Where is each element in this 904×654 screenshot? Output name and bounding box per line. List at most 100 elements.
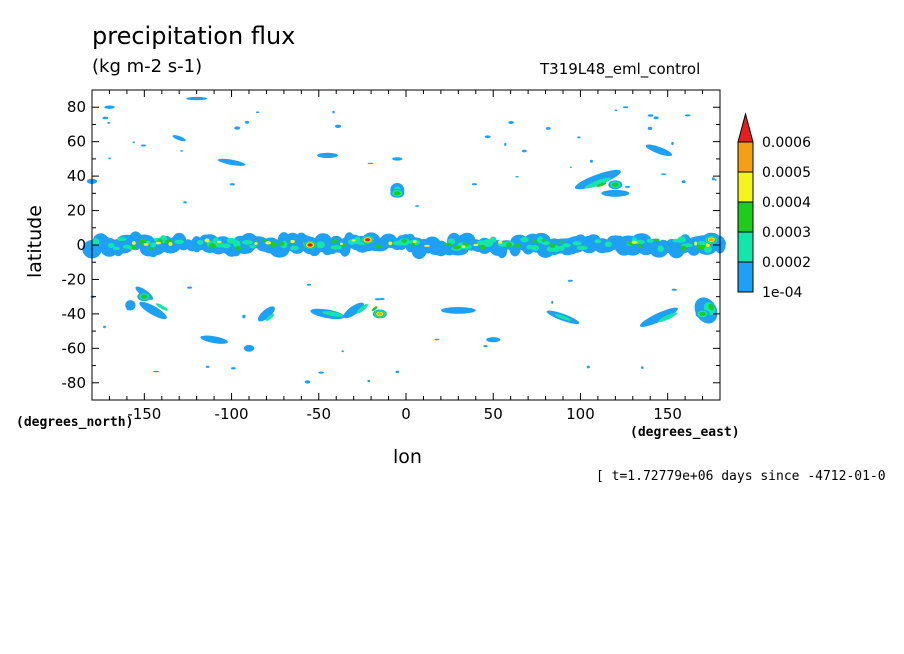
colorbar-extend-max [737,112,754,143]
precip-speck [622,106,629,109]
itcz-cell [461,245,466,249]
precip-speck [126,307,130,311]
storm-band [217,158,246,166]
precip-speck [681,180,686,184]
itcz-cell [520,236,529,243]
precip-speck [107,122,111,124]
itcz-cell [241,240,253,245]
itcz-cell [132,241,136,245]
peak-west-pacific [708,238,714,242]
precip-speck [334,124,342,128]
itcz-cell [374,244,382,249]
storm-band [658,312,678,323]
precip-speck [647,114,654,117]
itcz-cell [168,242,173,246]
precip-speck [108,157,112,160]
storm-band [343,302,364,319]
x-tick-label: -100 [215,405,249,423]
storm-band [172,135,186,142]
y-tick-label: 40 [67,167,86,185]
sh-storm-south-pacific [141,294,148,299]
precip-speck [577,136,581,139]
itcz-cell [452,245,461,250]
precip-speck [153,370,160,373]
precip-speck [102,116,109,120]
itcz-cell [209,243,216,249]
precip-speck [586,365,590,369]
itcz-cell [572,241,582,246]
precip-speck [484,135,491,139]
x-tick-label: -50 [307,405,332,423]
itcz-cell [505,242,512,248]
storm-band [243,344,255,352]
y-axis-unit: (degrees_north) [16,415,134,430]
storm-band [104,105,115,109]
colorbar-label: 1e-04 [762,285,802,301]
itcz-cell [139,239,147,245]
itcz-cell [637,243,642,249]
itcz-cell [316,241,325,249]
itcz-cell [249,244,256,249]
precip-speck [415,205,419,207]
itcz-cell [631,240,638,244]
x-tick-label: 150 [653,405,682,423]
precip-speck [341,350,344,353]
itcz-cell [388,241,393,246]
itcz-cell [269,242,278,247]
storm-band [186,96,208,101]
precip-speck [332,110,335,114]
precip-speck [521,149,527,153]
storm-band [440,307,476,314]
precip-speck [504,142,507,146]
storm-band [317,152,338,158]
precip-speck [132,141,135,144]
itcz-cell [549,243,556,248]
precip-field [82,96,726,384]
sh-storm-southern-ocean [699,311,706,316]
precip-speck [508,121,514,124]
storm-band [486,337,501,343]
run-id-label: T319L48_eml_control [540,60,701,78]
itcz-cell [155,241,162,245]
precip-speck [367,162,374,165]
precip-speck [671,141,674,146]
precip-speck [255,111,260,113]
y-tick-label: -20 [62,270,87,288]
itcz-cell [116,237,127,242]
itcz-cell [680,245,687,251]
precip-speck [660,173,667,175]
storm-band [139,301,167,320]
storm-band [708,303,715,311]
storm-band [574,169,621,190]
itcz-cell [254,242,258,245]
itcz-cell [279,241,285,246]
y-tick-label: 60 [67,133,86,151]
precip-speck [653,116,659,120]
itcz-cell [235,246,242,251]
colorbar-label: 0.0004 [762,195,811,211]
chart-title: precipitation flux [92,22,296,50]
itcz-cell [541,238,546,242]
precip-speck [395,370,400,374]
precip-speck [647,126,653,130]
colorbar-label: 0.0006 [762,135,811,151]
chart-units: (kg m-2 s-1) [92,56,203,77]
y-tick-label: 0 [76,236,86,254]
precip-speck [318,371,325,374]
itcz-cell [696,245,706,250]
colorbar-segment [737,171,754,203]
storm-band [596,182,607,187]
itcz-cell [490,236,497,243]
y-tick-label: -40 [62,305,87,323]
colorbar-label: 0.0002 [762,255,811,271]
itcz-cell [473,243,479,247]
precip-speck [684,114,691,117]
itcz-cell [131,245,137,250]
storm-band [125,300,136,311]
y-tick-label: 20 [67,202,86,220]
itcz-cell [594,239,602,244]
precip-speck [624,185,631,188]
precip-speck [244,120,250,124]
precip-speck [187,286,193,289]
